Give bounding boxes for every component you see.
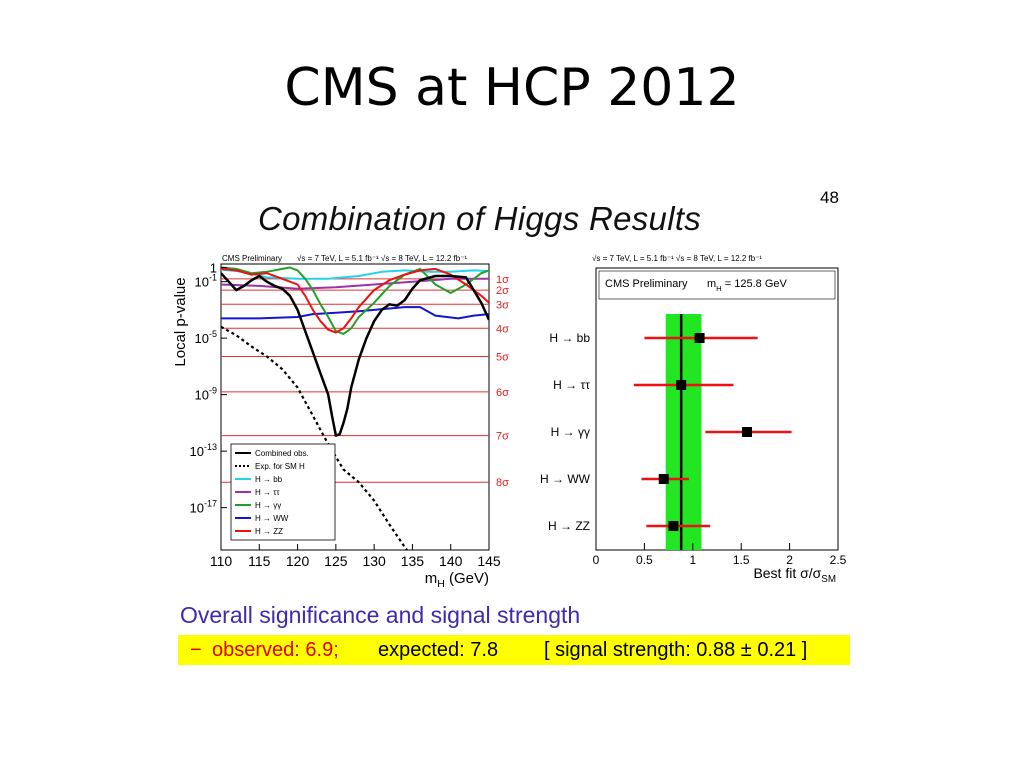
- best-fit-marker: [668, 521, 679, 531]
- x-tick-label: 125: [324, 553, 348, 569]
- mu-x-tick-label: 0.5: [636, 553, 653, 567]
- mu-header-lumi: √s = 7 TeV, L = 5.1 fb⁻¹ √s = 8 TeV, L =…: [592, 254, 762, 263]
- slide-subtitle: Combination of Higgs Results: [258, 200, 702, 237]
- best-fit-marker: [658, 474, 669, 484]
- x-tick-label: 130: [362, 553, 386, 569]
- sigma-label: 2σ: [496, 285, 509, 297]
- legend-label: H → WW: [255, 514, 289, 523]
- x-tick-label: 135: [401, 553, 425, 569]
- legend-label: Combined obs.: [255, 449, 309, 458]
- legend-label: H → ττ: [255, 488, 280, 497]
- pvalue-header-cms: CMS Preliminary: [222, 254, 282, 263]
- y-tick-label: 10-9: [195, 386, 217, 403]
- legend-label: H → bb: [255, 475, 283, 484]
- y-tick-label: 10-17: [190, 499, 217, 516]
- pvalue-x-axis-label: mH (GeV): [425, 570, 489, 590]
- mu-inner-title: CMS Preliminary: [605, 278, 688, 290]
- mu-x-axis-label: Best fit σ/σSM: [753, 565, 836, 585]
- y-tick-label: 1: [210, 261, 217, 276]
- best-fit-marker: [694, 333, 705, 343]
- channel-label: H → bb: [549, 331, 590, 345]
- legend-label: Exp. for SM H: [255, 462, 305, 471]
- channel-label: H → WW: [540, 472, 591, 486]
- best-fit-marker: [676, 380, 687, 390]
- series-line: [221, 266, 489, 335]
- channel-label: H → γγ: [551, 425, 590, 439]
- mu-x-tick-label: 0: [593, 553, 600, 567]
- series-line: [221, 325, 409, 550]
- mu-x-tick-label: 1: [689, 553, 696, 567]
- x-tick-label: 115: [248, 553, 271, 569]
- legend-label: H → γγ: [255, 501, 281, 510]
- y-tick-label: 10-13: [190, 442, 217, 459]
- y-tick-label: 10-5: [195, 329, 217, 346]
- summary-dash: −: [190, 639, 202, 661]
- mu-plot-frame: [595, 267, 839, 551]
- series-line: [221, 267, 489, 334]
- expected-significance: expected: 7.8: [378, 639, 499, 661]
- x-tick-label: 140: [439, 553, 463, 569]
- sigma-label: 5σ: [496, 352, 509, 364]
- x-tick-label: 145: [477, 553, 501, 569]
- signal-strength: [ signal strength: 0.88 ± 0.21 ]: [544, 639, 808, 661]
- best-fit-marker: [742, 427, 753, 437]
- page-number: 48: [820, 188, 839, 207]
- sigma-label: 7σ: [496, 431, 509, 443]
- pvalue-chart: CMS Preliminary √s = 7 TeV, L = 5.1 fb⁻¹ …: [172, 254, 509, 590]
- pvalue-series-group: [221, 266, 489, 550]
- series-line: [221, 268, 489, 280]
- mu-x-tick-label: 1.5: [733, 553, 750, 567]
- x-tick-label: 110: [210, 553, 233, 569]
- signal-strength-chart: √s = 7 TeV, L = 5.1 fb⁻¹ √s = 8 TeV, L =…: [540, 254, 847, 585]
- mu-title-box: [598, 270, 836, 300]
- pvalue-header-lumi: √s = 7 TeV, L = 5.1 fb⁻¹ √s = 8 TeV, L =…: [297, 254, 467, 263]
- x-tick-label: 120: [286, 553, 310, 569]
- sigma-label: 1σ: [496, 274, 509, 286]
- sigma-label: 3σ: [496, 299, 509, 311]
- channel-label: H → ττ: [553, 378, 590, 392]
- series-line: [221, 277, 489, 290]
- mu-x-tick-label: 2.5: [830, 553, 847, 567]
- pvalue-y-axis-label: Local p-value: [172, 277, 189, 366]
- observed-significance: observed: 6.9;: [212, 639, 339, 661]
- series-line: [221, 272, 489, 437]
- sigma-label: 4σ: [496, 323, 509, 335]
- mu-x-tick-label: 2: [786, 553, 793, 567]
- slide-title: CMS at HCP 2012: [284, 58, 740, 118]
- sigma-label: 6σ: [496, 387, 509, 399]
- mu-inner-mass: mH = 125.8 GeV: [707, 278, 788, 293]
- channel-label: H → ZZ: [548, 519, 590, 533]
- y-tick-label: 10-1: [195, 273, 217, 290]
- summary-heading: Overall significance and signal strength: [180, 602, 581, 628]
- sigma-label: 8σ: [496, 477, 509, 489]
- combined-uncertainty-band: [665, 314, 702, 550]
- legend-label: H → ZZ: [255, 527, 283, 536]
- summary-highlight-bar: − observed: 6.9; expected: 7.8 [ signal …: [178, 635, 850, 665]
